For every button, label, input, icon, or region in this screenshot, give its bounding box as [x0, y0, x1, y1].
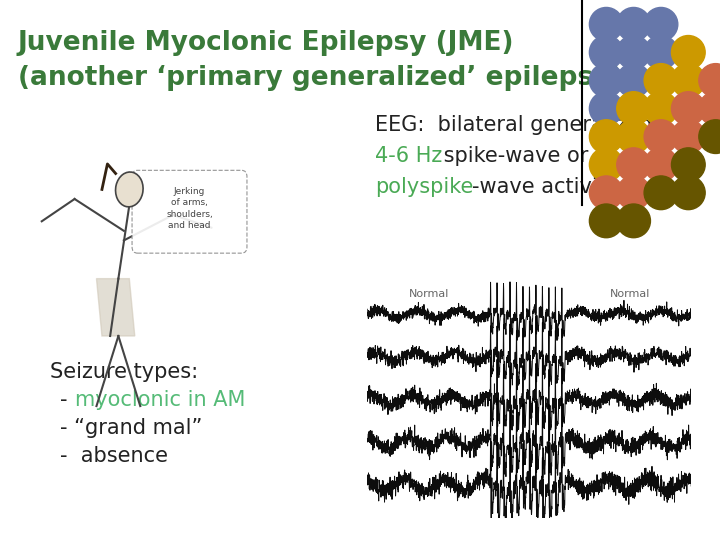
- Circle shape: [699, 64, 720, 97]
- Polygon shape: [96, 279, 135, 336]
- Circle shape: [617, 120, 650, 153]
- Text: Jerking
of arms,
shoulders,
and head: Jerking of arms, shoulders, and head: [166, 187, 213, 230]
- Circle shape: [617, 148, 650, 181]
- Circle shape: [617, 176, 650, 210]
- Circle shape: [672, 148, 705, 181]
- Text: 4-6 Hz: 4-6 Hz: [375, 146, 442, 166]
- Text: - “grand mal”: - “grand mal”: [60, 418, 202, 438]
- Circle shape: [644, 148, 678, 181]
- Circle shape: [644, 176, 678, 210]
- Circle shape: [590, 120, 623, 153]
- Text: (another ‘primary generalized’ epilepsy): (another ‘primary generalized’ epilepsy): [18, 65, 622, 91]
- Circle shape: [590, 176, 623, 210]
- Text: polyspike: polyspike: [375, 177, 473, 197]
- Circle shape: [617, 8, 650, 41]
- Text: Juvenile Myoclonic Epilepsy (JME): Juvenile Myoclonic Epilepsy (JME): [18, 30, 515, 56]
- Text: myoclonic in AM: myoclonic in AM: [75, 390, 246, 410]
- Circle shape: [699, 92, 720, 125]
- Circle shape: [644, 64, 678, 97]
- Circle shape: [672, 92, 705, 125]
- Circle shape: [672, 120, 705, 153]
- Circle shape: [617, 92, 650, 125]
- Circle shape: [644, 92, 678, 125]
- Circle shape: [672, 36, 705, 69]
- Text: spike-wave or: spike-wave or: [437, 146, 588, 166]
- Text: Normal: Normal: [408, 289, 449, 299]
- Circle shape: [644, 8, 678, 41]
- Text: Seizure types:: Seizure types:: [50, 362, 198, 382]
- Circle shape: [644, 36, 678, 69]
- Circle shape: [590, 148, 623, 181]
- Circle shape: [672, 64, 705, 97]
- Text: Normal: Normal: [609, 289, 650, 299]
- Text: -wave activity: -wave activity: [472, 177, 618, 197]
- Circle shape: [617, 64, 650, 97]
- FancyBboxPatch shape: [132, 170, 247, 253]
- Circle shape: [590, 8, 623, 41]
- Ellipse shape: [115, 172, 143, 207]
- Circle shape: [590, 204, 623, 238]
- Circle shape: [590, 36, 623, 69]
- Circle shape: [590, 92, 623, 125]
- Circle shape: [672, 176, 705, 210]
- Circle shape: [644, 120, 678, 153]
- Circle shape: [617, 36, 650, 69]
- Circle shape: [617, 204, 650, 238]
- Circle shape: [590, 64, 623, 97]
- Text: EEG:  bilateral generalized: EEG: bilateral generalized: [375, 115, 652, 135]
- Text: -  absence: - absence: [60, 446, 168, 466]
- Circle shape: [699, 120, 720, 153]
- Text: -: -: [60, 390, 74, 410]
